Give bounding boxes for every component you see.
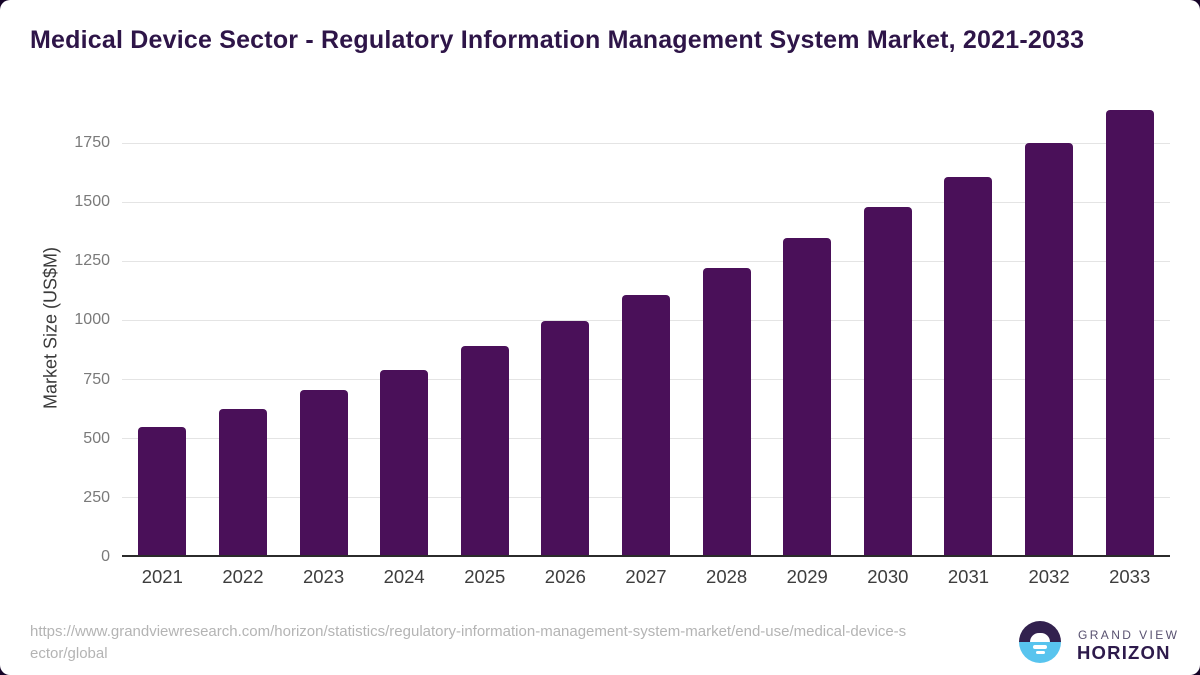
plot-area xyxy=(122,100,1170,557)
bar-2028[interactable] xyxy=(702,267,751,556)
x-tick-label-2028: 2028 xyxy=(706,566,748,587)
y-tick-label-750: 750 xyxy=(83,370,110,388)
source-url-line: https://www.grandviewresearch.com/horizo… xyxy=(30,623,907,640)
x-tick-label-2032: 2032 xyxy=(1028,566,1070,587)
bar-2030[interactable] xyxy=(863,207,912,556)
x-axis-line xyxy=(122,555,1170,557)
logo-text-horizon: HORIZON xyxy=(1077,642,1171,663)
grand-view-horizon-logo[interactable]: GRAND VIEW HORIZON xyxy=(1019,621,1179,665)
x-tick-label-2027: 2027 xyxy=(625,566,667,587)
bar-2023[interactable] xyxy=(299,389,348,556)
source-url-line: ector/global xyxy=(30,645,108,662)
gridline-1500 xyxy=(122,201,1170,203)
x-tick-label-2031: 2031 xyxy=(947,566,990,587)
y-tick-label-250: 250 xyxy=(83,488,110,506)
y-tick-label-1000: 1000 xyxy=(74,311,110,329)
logo-text-grand-view: GRAND VIEW xyxy=(1078,628,1180,642)
x-tick-label-2025: 2025 xyxy=(464,566,506,587)
sun-reflection-bar xyxy=(1035,650,1045,654)
bar-2033[interactable] xyxy=(1105,110,1154,556)
bar-2029[interactable] xyxy=(783,238,832,556)
bar-2024[interactable] xyxy=(380,369,429,556)
x-tick-label-2029: 2029 xyxy=(786,566,828,587)
bar-2025[interactable] xyxy=(460,345,509,556)
sun-reflection-bar xyxy=(1033,645,1047,649)
x-tick-label-2026: 2026 xyxy=(544,566,586,587)
x-tick-label-2024: 2024 xyxy=(383,566,425,587)
page-title: Medical Device Sector - Regulatory Infor… xyxy=(30,26,1085,54)
bar-2021[interactable] xyxy=(138,427,187,556)
gridline-1250 xyxy=(122,260,1170,262)
bar-2031[interactable] xyxy=(944,176,993,556)
bar-2032[interactable] xyxy=(1025,143,1074,556)
gridline-1750 xyxy=(122,142,1170,144)
source-url: https://www.grandviewresearch.com/horizo… xyxy=(30,621,1040,665)
horizon-sun-icon xyxy=(1019,621,1061,663)
y-tick-label-500: 500 xyxy=(83,429,110,447)
x-tick-label-2033: 2033 xyxy=(1109,566,1151,587)
x-tick-label-2023: 2023 xyxy=(302,566,345,587)
bar-2026[interactable] xyxy=(541,320,590,556)
x-tick-label-2021: 2021 xyxy=(141,566,183,587)
y-tick-label-1750: 1750 xyxy=(74,134,110,151)
y-tick-label-1250: 1250 xyxy=(74,252,110,270)
y-tick-label-0: 0 xyxy=(101,548,110,565)
bar-2022[interactable] xyxy=(218,409,267,556)
bar-2027[interactable] xyxy=(622,295,670,556)
sun-shape xyxy=(1030,633,1050,642)
x-tick-label-2022: 2022 xyxy=(222,566,264,587)
x-tick-label-2030: 2030 xyxy=(867,566,909,587)
y-tick-label-1500: 1500 xyxy=(74,193,110,211)
